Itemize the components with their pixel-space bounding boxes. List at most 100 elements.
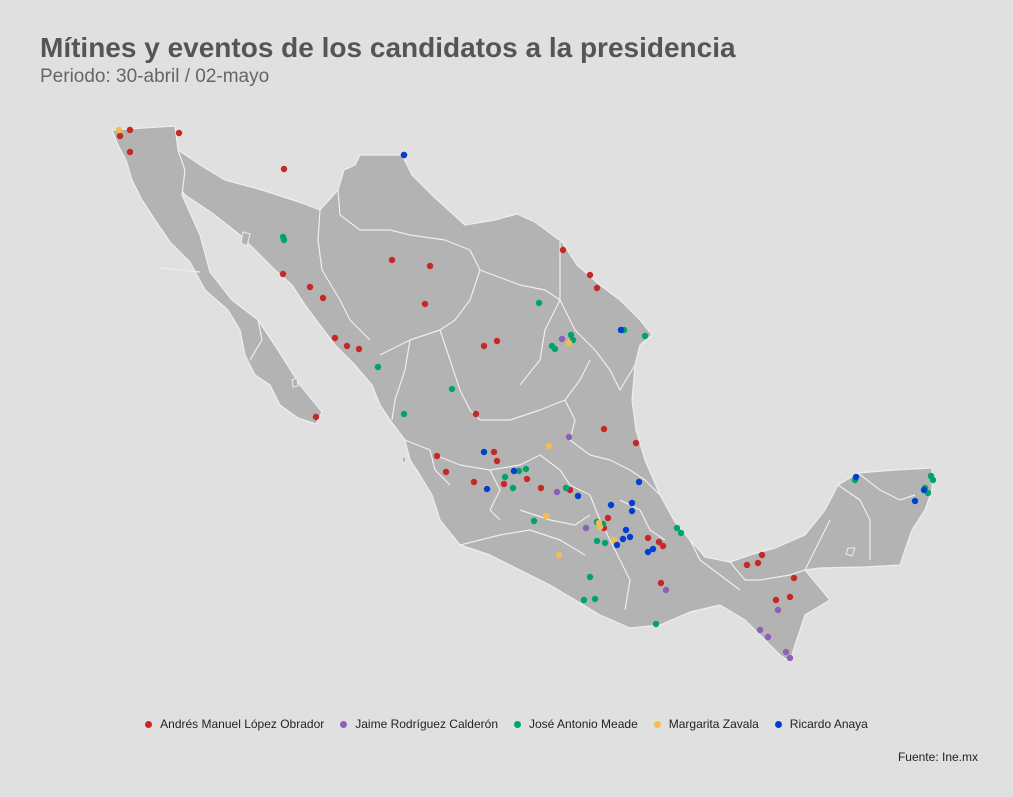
legend-dot-icon [514, 720, 521, 728]
legend-label: Jaime Rodríguez Calderón [355, 717, 498, 731]
event-point [613, 541, 621, 549]
event-point [509, 484, 517, 492]
event-point [175, 129, 183, 137]
event-point [545, 442, 553, 450]
event-point [649, 545, 657, 553]
islands [240, 231, 856, 557]
event-point [635, 478, 643, 486]
event-point [501, 473, 509, 481]
event-point [772, 596, 780, 604]
legend-label: Ricardo Anaya [789, 717, 868, 731]
event-point [764, 633, 772, 641]
event-point [580, 596, 588, 604]
event-point [500, 480, 508, 488]
event-point [619, 535, 627, 543]
legend-dot-icon [774, 720, 782, 728]
event-point [400, 410, 408, 418]
event-point [593, 284, 601, 292]
legend-label: Andrés Manuel López Obrador [160, 717, 325, 731]
legend-item-amlo: Andrés Manuel López Obrador [145, 717, 324, 731]
event-point [480, 342, 488, 350]
event-point [126, 148, 134, 156]
event-point [523, 475, 531, 483]
event-point [490, 448, 498, 456]
mainland-mexico [157, 127, 933, 663]
legend-item-jrc: Jaime Rodríguez Calderón [340, 717, 498, 731]
event-point [535, 299, 543, 307]
event-point [786, 654, 794, 662]
event-point [657, 579, 665, 587]
legend-item-zavala: Margarita Zavala [653, 717, 759, 731]
event-point [626, 533, 634, 541]
event-point [756, 626, 764, 634]
event-point [510, 467, 518, 475]
event-point [279, 270, 287, 278]
event-point [852, 473, 860, 481]
event-point [400, 151, 408, 159]
event-point [483, 485, 491, 493]
event-point [559, 246, 567, 254]
legend-label: José Antonio Meade [529, 717, 638, 731]
event-point [426, 262, 434, 270]
land-layer [111, 125, 933, 663]
event-point [601, 539, 609, 547]
event-point [493, 457, 501, 465]
chart-subtitle: Periodo: 30-abril / 02-mayo [40, 66, 270, 87]
state-borders [159, 189, 916, 611]
event-point [116, 132, 124, 140]
event-point [677, 529, 685, 537]
event-point [586, 271, 594, 279]
legend: Andrés Manuel López Obrador Jaime Rodríg… [0, 717, 1013, 731]
event-point [319, 294, 327, 302]
event-point [673, 524, 681, 532]
event-point [562, 484, 570, 492]
event-point [472, 410, 480, 418]
event-point [343, 342, 351, 350]
event-point [542, 512, 550, 520]
event-point [610, 536, 618, 544]
event-point [480, 448, 488, 456]
event-point [433, 452, 441, 460]
event-point [591, 595, 599, 603]
event-point [929, 476, 937, 484]
chart-title: Mítines y eventos de los candidatos a la… [40, 32, 736, 63]
event-point [607, 501, 615, 509]
event-point [617, 326, 625, 334]
event-point [659, 542, 667, 550]
event-point [596, 523, 604, 531]
event-point [115, 126, 123, 134]
legend-dot-icon [340, 720, 348, 728]
event-point [442, 468, 450, 476]
event-point [537, 484, 545, 492]
legend-dot-icon [653, 720, 661, 728]
event-point [911, 497, 919, 505]
event-points [115, 126, 937, 662]
event-point [565, 433, 573, 441]
event-point [551, 345, 559, 353]
event-point [758, 551, 766, 559]
event-point [582, 524, 590, 532]
event-point [388, 256, 396, 264]
event-point [312, 413, 320, 421]
event-point [448, 385, 456, 393]
legend-label: Margarita Zavala [668, 717, 759, 731]
event-point [421, 300, 429, 308]
event-point [553, 488, 561, 496]
event-point [652, 620, 660, 628]
event-point [567, 331, 575, 339]
event-point [628, 507, 636, 515]
event-point [558, 335, 566, 343]
event-point [604, 514, 612, 522]
event-point [655, 538, 663, 546]
event-point [632, 439, 640, 447]
event-point [628, 499, 636, 507]
event-point [279, 233, 287, 241]
event-point [574, 492, 582, 500]
event-point [920, 486, 928, 494]
event-point [600, 425, 608, 433]
event-point [355, 345, 363, 353]
event-point [306, 283, 314, 291]
event-point [522, 465, 530, 473]
event-point [644, 548, 652, 556]
